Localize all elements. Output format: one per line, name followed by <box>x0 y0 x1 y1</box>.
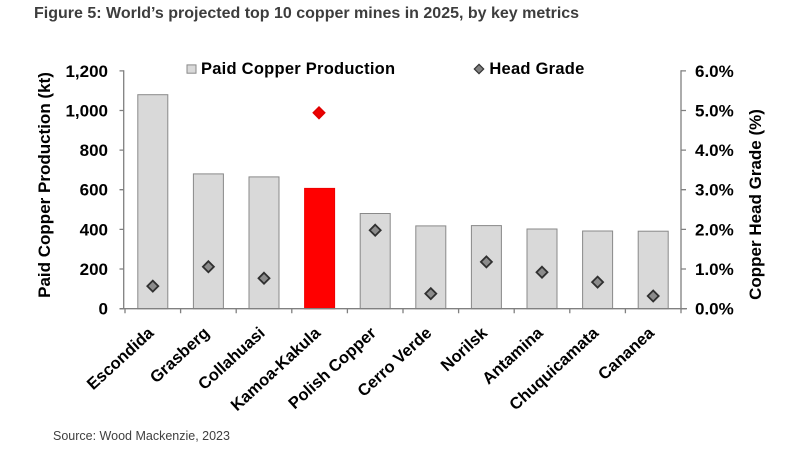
svg-text:400: 400 <box>80 220 108 239</box>
svg-text:Paid Copper Production: Paid Copper Production <box>201 60 395 78</box>
svg-text:Copper Head Grade (%): Copper Head Grade (%) <box>746 109 765 300</box>
svg-text:1.0%: 1.0% <box>695 260 734 279</box>
svg-text:1,000: 1,000 <box>65 102 108 121</box>
svg-text:1,200: 1,200 <box>65 62 108 81</box>
svg-text:600: 600 <box>80 181 108 200</box>
svg-text:3.0%: 3.0% <box>695 181 734 200</box>
svg-text:5.0%: 5.0% <box>695 102 734 121</box>
svg-text:Paid Copper Production (kt): Paid Copper Production (kt) <box>35 72 54 298</box>
svg-text:800: 800 <box>80 141 108 160</box>
svg-text:200: 200 <box>80 260 108 279</box>
svg-text:0.0%: 0.0% <box>695 300 734 319</box>
svg-text:6.0%: 6.0% <box>695 62 734 81</box>
svg-text:0: 0 <box>99 300 108 319</box>
svg-text:Head Grade: Head Grade <box>489 60 584 78</box>
svg-text:Figure 5: World’s projected to: Figure 5: World’s projected top 10 coppe… <box>34 5 579 22</box>
svg-text:Source: Wood Mackenzie, 2023: Source: Wood Mackenzie, 2023 <box>53 429 230 443</box>
svg-text:4.0%: 4.0% <box>695 141 734 160</box>
svg-text:2.0%: 2.0% <box>695 220 734 239</box>
